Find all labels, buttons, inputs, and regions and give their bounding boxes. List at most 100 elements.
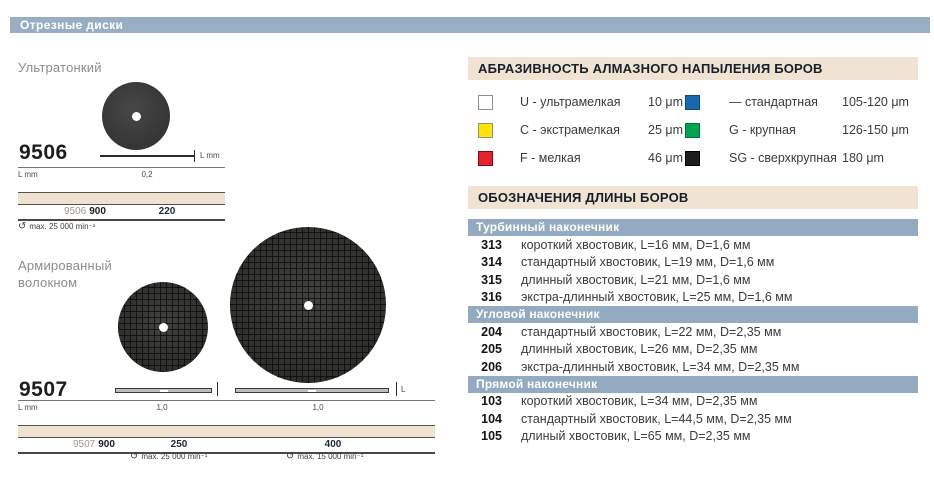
spec-table-9507: 9507 900 250 400 bbox=[18, 425, 435, 454]
axis-label: L mm bbox=[18, 403, 38, 412]
legend-item: — стандартная 105-120 μm bbox=[685, 88, 918, 116]
table-row: 9507 900 250 400 bbox=[18, 438, 435, 454]
grit-color-swatch bbox=[478, 150, 493, 166]
hub-notch bbox=[159, 390, 168, 392]
group-header-turbine: Турбинный наконечник bbox=[468, 219, 918, 236]
shank-desc: короткий хвостовик, L=16 мм, D=1,6 мм bbox=[521, 237, 751, 252]
fiber-disc-small-image bbox=[118, 282, 208, 372]
shank-desc: длинный хвостовик, L=26 мм, D=2,35 мм bbox=[521, 342, 758, 357]
legend-item: U - ультрамелкая 10 μm bbox=[468, 88, 685, 116]
shank-length-groups: Турбинный наконечник 313 короткий хвосто… bbox=[468, 219, 918, 445]
hub-notch bbox=[308, 390, 316, 392]
shank-desc: стандартный хвостовик, L=19 мм, D=1,6 мм bbox=[521, 255, 775, 270]
axis-label: L mm bbox=[18, 170, 38, 179]
fiber-disc-large-image bbox=[230, 227, 386, 383]
ultrathin-disc-image bbox=[102, 82, 170, 150]
legend-item: F - мелкая 46 μm bbox=[468, 144, 685, 172]
grit-size: 180 μm bbox=[842, 151, 884, 165]
grit-label: G - крупная bbox=[729, 123, 796, 137]
shank-code: 315 bbox=[481, 272, 502, 287]
shank-row: 315 длинный хвостовик, L=21 мм, D=1,6 мм bbox=[468, 271, 918, 289]
abrasiveness-legend: U - ультрамелкая 10 μm C - экстрамелкая … bbox=[468, 88, 918, 172]
product-code-9507: 9507 bbox=[19, 378, 68, 401]
max-speed-note-large: ↻ max. 15 000 min⁻¹ bbox=[286, 451, 363, 462]
fiber-label: Армированный волокном bbox=[18, 258, 112, 290]
rotation-speed-icon: ↻ bbox=[18, 221, 27, 232]
page-title-bar: Отрезные диски bbox=[10, 17, 930, 33]
grit-label: U - ультрамелкая bbox=[520, 95, 621, 109]
shank-row: 314 стандартный хвостовик, L=19 мм, D=1,… bbox=[468, 254, 918, 272]
grit-color-swatch bbox=[685, 122, 700, 138]
order-code: 9506 900 bbox=[64, 205, 106, 219]
reference-panel: АБРАЗИВНОСТЬ АЛМАЗНОГО НАПЫЛЕНИЯ БОРОВ U… bbox=[468, 57, 918, 445]
shank-lengths-section-title: ОБОЗНАЧЕНИЯ ДЛИНЫ БОРОВ bbox=[468, 186, 918, 209]
diameter-value-large: 400 bbox=[324, 439, 342, 450]
thickness-diagram-line bbox=[100, 155, 194, 157]
dimension-marker bbox=[194, 150, 195, 162]
dimension-label: L bbox=[401, 385, 406, 394]
grit-size: 46 μm bbox=[648, 151, 683, 165]
rotation-speed-icon: ↻ bbox=[286, 451, 295, 462]
shank-row: 204 стандартный хвостовик, L=22 мм, D=2,… bbox=[468, 323, 918, 341]
grit-color-swatch bbox=[685, 94, 700, 110]
shank-code: 103 bbox=[481, 394, 502, 409]
shank-desc: экстра-длинный хвостовик, L=34 мм, D=2,3… bbox=[521, 359, 800, 374]
shank-row: 206 экстра-длинный хвостовик, L=34 мм, D… bbox=[468, 358, 918, 376]
shank-code: 105 bbox=[481, 429, 502, 444]
legend-item: C - экстрамелкая 25 μm bbox=[468, 116, 685, 144]
disc-center-hole bbox=[303, 300, 313, 310]
shank-code: 206 bbox=[481, 359, 502, 374]
dimension-marker bbox=[217, 382, 218, 396]
shank-code: 205 bbox=[481, 342, 502, 357]
shank-desc: длиный хвостовик, L=65 мм, D=2,35 мм bbox=[521, 429, 751, 444]
shank-row: 105 длиный хвостовик, L=65 мм, D=2,35 мм bbox=[468, 428, 918, 446]
dimension-marker bbox=[396, 382, 397, 396]
dimension-label: L mm bbox=[200, 151, 220, 160]
shank-desc: стандартный хвостовик, L=44,5 мм, D=2,35… bbox=[521, 411, 792, 426]
shank-row: 313 короткий хвостовик, L=16 мм, D=1,6 м… bbox=[468, 236, 918, 254]
spec-table-header-band bbox=[18, 425, 435, 438]
thickness-value-large: 1,0 bbox=[312, 403, 324, 412]
max-speed-note-small: ↻ max. 25 000 min⁻¹ bbox=[130, 451, 207, 462]
grit-color-swatch bbox=[478, 122, 493, 138]
divider-line bbox=[18, 167, 225, 168]
speed-text: max. 15 000 min⁻¹ bbox=[297, 452, 364, 461]
shank-code: 204 bbox=[481, 324, 502, 339]
variant-part: 900 bbox=[98, 439, 115, 450]
order-code: 9507 900 bbox=[73, 438, 115, 452]
thickness-value: 0,2 bbox=[141, 170, 153, 179]
disc-center-hole bbox=[158, 322, 168, 332]
shank-row: 316 экстра-длинный хвостовик, L=25 мм, D… bbox=[468, 289, 918, 307]
shank-row: 205 длинный хвостовик, L=26 мм, D=2,35 м… bbox=[468, 341, 918, 359]
shank-row: 103 короткий хвостовик, L=34 мм, D=2,35 … bbox=[468, 393, 918, 411]
divider-line bbox=[18, 400, 435, 401]
legend-item: G - крупная 126-150 μm bbox=[685, 116, 918, 144]
disc-cross-section-small bbox=[115, 388, 212, 393]
grit-label: — стандартная bbox=[729, 95, 818, 109]
code-part: 9506 bbox=[64, 206, 87, 217]
grit-size: 105-120 μm bbox=[842, 95, 909, 109]
shank-desc: экстра-длинный хвостовик, L=25 мм, D=1,6… bbox=[521, 290, 793, 305]
grit-label: C - экстрамелкая bbox=[520, 123, 620, 137]
spec-table-9506: 9506 900 220 bbox=[18, 192, 225, 221]
disc-cross-section-large bbox=[235, 388, 389, 393]
legend-item: SG - сверхкрупная 180 μm bbox=[685, 144, 918, 172]
group-header-straight: Прямой наконечник bbox=[468, 375, 918, 393]
diameter-value-small: 250 bbox=[170, 439, 188, 450]
shank-code: 313 bbox=[481, 237, 502, 252]
shank-desc: стандартный хвостовик, L=22 мм, D=2,35 м… bbox=[521, 324, 782, 339]
abrasiveness-section-title: АБРАЗИВНОСТЬ АЛМАЗНОГО НАПЫЛЕНИЯ БОРОВ bbox=[468, 57, 918, 80]
shank-desc: длинный хвостовик, L=21 мм, D=1,6 мм bbox=[521, 272, 751, 287]
grit-label: F - мелкая bbox=[520, 151, 581, 165]
group-header-angle: Угловой наконечник bbox=[468, 306, 918, 323]
diameter-value: 220 bbox=[158, 206, 176, 217]
ultrathin-label: Ультратонкий bbox=[18, 60, 102, 75]
grit-color-swatch bbox=[685, 150, 700, 166]
grit-size: 10 μm bbox=[648, 95, 683, 109]
shank-code: 104 bbox=[481, 411, 502, 426]
grit-label: SG - сверхкрупная bbox=[729, 151, 837, 165]
spec-table-header-band bbox=[18, 192, 225, 205]
table-row: 9506 900 220 bbox=[18, 205, 225, 221]
variant-part: 900 bbox=[89, 206, 106, 217]
